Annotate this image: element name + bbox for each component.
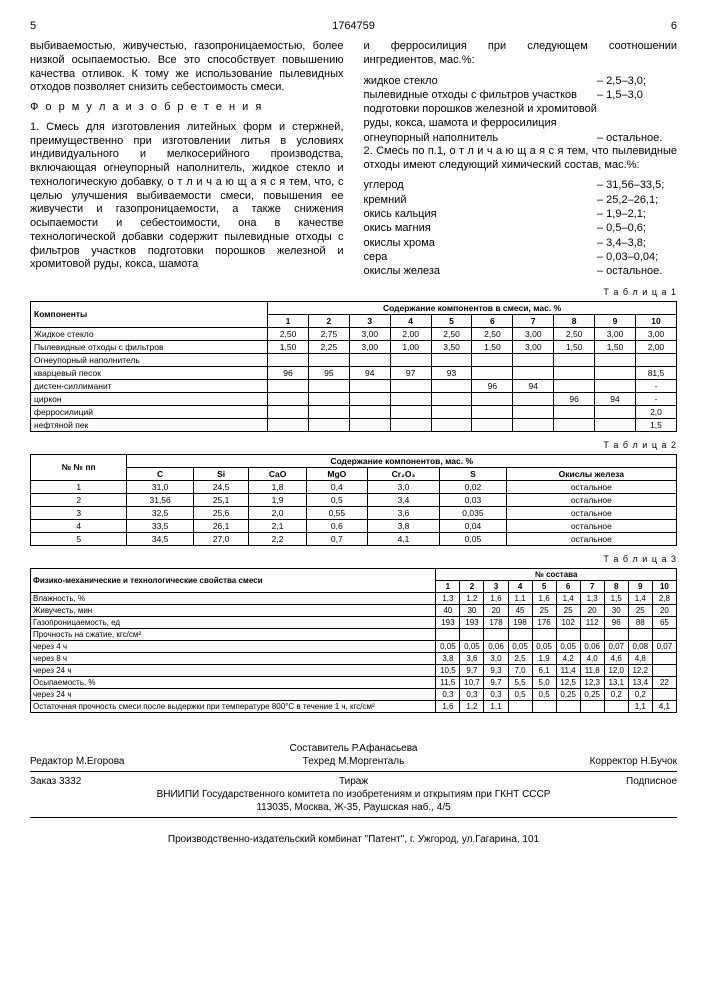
ingredient-label: огнеупорный наполнитель xyxy=(364,131,598,145)
tirage: Тираж xyxy=(246,776,462,787)
ingredient-label: окислы хрома xyxy=(364,236,598,250)
ingredient-row: окислы хрома– 3,4–3,8; xyxy=(364,236,678,250)
table-1: КомпонентыСодержание компонентов в смеси… xyxy=(30,301,677,432)
ingredient-label: окись кальция xyxy=(364,207,598,221)
right-p2: 2. Смесь по п.1, о т л и ч а ю щ а я с я… xyxy=(364,145,678,173)
ingredient-row: огнеупорный наполнитель– остальное. xyxy=(364,131,678,145)
ingredient-label: пылевидные отходы с фильтров участков по… xyxy=(364,88,598,131)
ingredient-label: сера xyxy=(364,250,598,264)
table-2: № № ппСодержание компонентов, мас. %CSiC… xyxy=(30,454,677,546)
ingredients-list-2: углерод– 31,56–33,5;кремний– 25,2–26,1;о… xyxy=(364,178,678,278)
corrector: Корректор Н.Бучок xyxy=(461,756,677,767)
ingredient-label: кремний xyxy=(364,193,598,207)
ingredient-row: жидкое стекло– 2,5–3,0; xyxy=(364,74,678,88)
ingredient-value: – остальное. xyxy=(597,264,677,278)
ingredients-list-1: жидкое стекло– 2,5–3,0;пылевидные отходы… xyxy=(364,74,678,145)
ingredient-row: пылевидные отходы с фильтров участков по… xyxy=(364,88,678,131)
addr2: 113035, Москва, Ж-35, Раушская наб., 4/5 xyxy=(30,802,677,813)
ingredient-value: – 31,56–33,5; xyxy=(597,178,677,192)
ingredient-value: – 3,4–3,8; xyxy=(597,236,677,250)
ingredient-label: окислы железа xyxy=(364,264,598,278)
ingredient-value: – остальное. xyxy=(597,131,677,145)
subscr: Подписное xyxy=(461,776,677,787)
ingredient-label: углерод xyxy=(364,178,598,192)
ingredient-row: окись кальция– 1,9–2,1; xyxy=(364,207,678,221)
ingredient-row: окись магния– 0,5–0,6; xyxy=(364,221,678,235)
footer: Производственно-издательский комбинат "П… xyxy=(30,834,677,845)
ingredient-value: – 25,2–26,1; xyxy=(597,193,677,207)
ingredient-label: жидкое стекло xyxy=(364,74,598,88)
page-num-right: 6 xyxy=(671,20,677,32)
page-num-left: 5 xyxy=(30,20,36,32)
left-p1: выбиваемостью, живучестью, газопроницаем… xyxy=(30,40,344,95)
right-p1: и ферросилиция при следующем соотношении… xyxy=(364,40,678,68)
body-columns: выбиваемостью, живучестью, газопроницаем… xyxy=(30,40,677,279)
ingredient-value: – 1,9–2,1; xyxy=(597,207,677,221)
ingredient-row: углерод– 31,56–33,5; xyxy=(364,178,678,192)
page-header: 5 1764759 6 xyxy=(30,20,677,32)
ingredient-row: кремний– 25,2–26,1; xyxy=(364,193,678,207)
editor: Редактор М.Егорова xyxy=(30,756,246,767)
table2-caption: Т а б л и ц а 2 xyxy=(30,440,677,450)
composer: Составитель Р.Афанасьева xyxy=(246,743,462,754)
left-p2: 1. Смесь для изготовления литейных форм … xyxy=(30,121,344,272)
techred: Техред М.Моргенталь xyxy=(246,756,462,767)
table-3: Физико-механические и технологические св… xyxy=(30,568,677,713)
ingredient-value: – 0,03–0,04; xyxy=(597,250,677,264)
credits-block: Составитель Р.Афанасьева Редактор М.Егор… xyxy=(30,743,677,845)
formula-title: Ф о р м у л а и з о б р е т е н и я xyxy=(30,101,344,115)
right-column: и ферросилиция при следующем соотношении… xyxy=(364,40,678,279)
ingredient-row: окислы железа– остальное. xyxy=(364,264,678,278)
order: Заказ 3332 xyxy=(30,776,246,787)
patent-number: 1764759 xyxy=(332,20,375,32)
ingredient-value: – 1,5–3,0 xyxy=(597,88,677,131)
table3-caption: Т а б л и ц а 3 xyxy=(30,554,677,564)
table1-caption: Т а б л и ц а 1 xyxy=(30,287,677,297)
ingredient-value: – 2,5–3,0; xyxy=(597,74,677,88)
ingredient-value: – 0,5–0,6; xyxy=(597,221,677,235)
left-column: выбиваемостью, живучестью, газопроницаем… xyxy=(30,40,344,279)
ingredient-row: сера– 0,03–0,04; xyxy=(364,250,678,264)
ingredient-label: окись магния xyxy=(364,221,598,235)
addr1: ВНИИПИ Государственного комитета по изоб… xyxy=(30,789,677,800)
